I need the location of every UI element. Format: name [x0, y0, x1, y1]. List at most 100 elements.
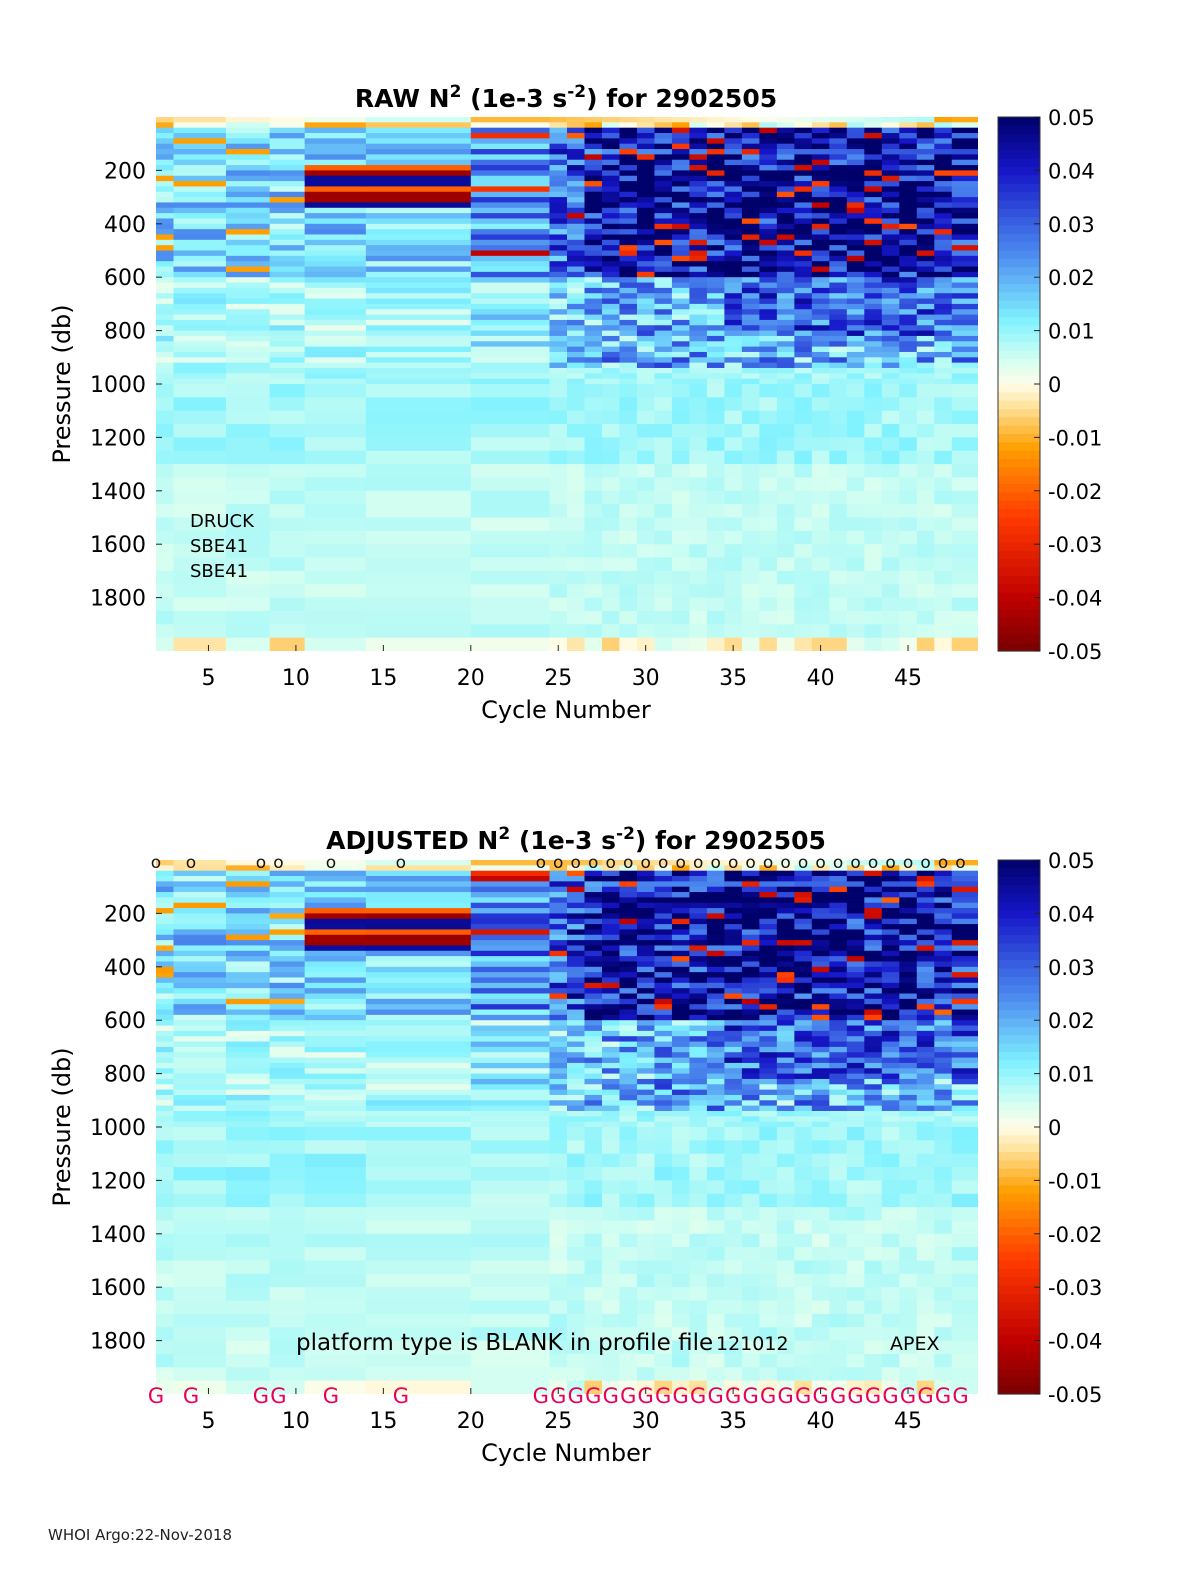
heatmap-cell — [619, 133, 638, 139]
heatmap-cell — [567, 319, 586, 326]
heatmap-cell — [269, 1180, 306, 1195]
heatmap-cell — [689, 159, 708, 166]
colorbar-swatch — [998, 459, 1040, 469]
heatmap-cell — [156, 303, 175, 310]
heatmap-cell — [846, 1041, 865, 1048]
heatmap-cell — [156, 117, 175, 123]
heatmap-cell — [365, 961, 472, 968]
heatmap-cell — [173, 1052, 227, 1059]
heatmap-cell — [584, 1340, 603, 1355]
heatmap-cell — [846, 207, 865, 214]
heatmap-cell — [759, 929, 778, 936]
heatmap-cell — [811, 993, 830, 1000]
heatmap-cell — [636, 261, 656, 268]
heatmap-cell — [173, 1116, 227, 1123]
heatmap-cell — [470, 557, 551, 572]
heatmap-cell — [304, 918, 367, 925]
heatmap-cell — [304, 1300, 367, 1315]
heatmap-cell — [671, 191, 691, 198]
heatmap-cell — [846, 892, 865, 898]
heatmap-cell — [567, 410, 586, 425]
heatmap-cell — [706, 1014, 725, 1021]
heatmap-cell — [916, 584, 935, 599]
heatmap-cell — [549, 154, 568, 161]
heatmap-cell — [864, 122, 883, 129]
heatmap-cell — [156, 1180, 175, 1195]
heatmap-cell — [269, 1020, 306, 1027]
heatmap-cell — [881, 597, 900, 612]
heatmap-cell — [156, 271, 175, 278]
heatmap-cell — [724, 897, 743, 904]
heatmap-cell — [724, 154, 743, 161]
heatmap-cell — [916, 1100, 935, 1107]
heatmap-cell — [881, 293, 900, 300]
heatmap-cell — [741, 335, 760, 342]
heatmap-cell — [811, 309, 830, 316]
heatmap-cell — [811, 1353, 830, 1368]
heatmap-cell — [689, 1313, 708, 1328]
heatmap-cell — [811, 175, 830, 182]
heatmap-cell — [365, 309, 472, 316]
heatmap-cell — [567, 1004, 586, 1011]
heatmap-cell — [269, 397, 306, 412]
heatmap-cell — [470, 530, 551, 545]
heatmap-cell — [619, 245, 638, 252]
heatmap-cell — [776, 1062, 795, 1069]
heatmap-cell — [225, 1121, 271, 1128]
heatmap-cell — [741, 309, 760, 316]
heatmap-cell — [654, 293, 673, 300]
heatmap-cell — [899, 1078, 918, 1085]
heatmap-cell — [549, 175, 568, 182]
heatmap-cell — [864, 1167, 883, 1181]
heatmap-cell — [365, 138, 472, 145]
heatmap-cell — [741, 913, 760, 920]
heatmap-cell — [899, 223, 918, 230]
heatmap-cell — [864, 1353, 883, 1368]
heatmap-cell — [225, 897, 271, 904]
heatmap-cell — [654, 557, 673, 572]
heatmap-cell — [619, 239, 638, 246]
heatmap-cell — [899, 1020, 918, 1027]
heatmap-cell — [173, 1025, 227, 1032]
heatmap-cell — [864, 239, 883, 246]
heatmap-cell — [864, 277, 883, 284]
heatmap-cell — [899, 293, 918, 300]
heatmap-cell — [173, 450, 227, 465]
heatmap-cell — [689, 1068, 708, 1075]
heatmap-cell — [156, 319, 175, 326]
heatmap-cell — [601, 357, 621, 364]
heatmap-cell — [916, 154, 935, 161]
heatmap-cell — [567, 597, 586, 612]
heatmap-cell — [881, 1340, 900, 1355]
heatmap-cell — [916, 1025, 935, 1032]
heatmap-cell — [916, 1327, 935, 1342]
heatmap-cell — [470, 913, 551, 920]
heatmap-cell — [951, 223, 978, 230]
heatmap-cell — [654, 1014, 673, 1021]
heatmap-cell — [156, 218, 175, 225]
heatmap-cell — [304, 410, 367, 425]
heatmap-cell — [899, 977, 918, 984]
colorbar-tick-label: 0.03 — [1048, 213, 1095, 237]
heatmap-cell — [951, 1247, 978, 1262]
heatmap-cell — [619, 1068, 638, 1075]
heatmap-cell — [864, 1127, 883, 1141]
heatmap-cell — [864, 213, 883, 220]
heatmap-cell — [759, 170, 778, 177]
heatmap-cell — [724, 202, 743, 209]
heatmap-cell — [689, 530, 708, 545]
heatmap-cell — [899, 517, 918, 532]
heatmap-cell — [724, 972, 743, 979]
heatmap-cell — [916, 1094, 935, 1101]
heatmap-cell — [173, 886, 227, 893]
heatmap-cell — [916, 1009, 935, 1016]
heatmap-cell — [619, 530, 638, 545]
heatmap-cell — [689, 1207, 708, 1222]
heatmap-cell — [689, 346, 708, 353]
heatmap-cell — [671, 1046, 691, 1053]
heatmap-cell — [636, 544, 656, 559]
heatmap-cell — [881, 977, 900, 984]
heatmap-cell — [864, 362, 883, 369]
